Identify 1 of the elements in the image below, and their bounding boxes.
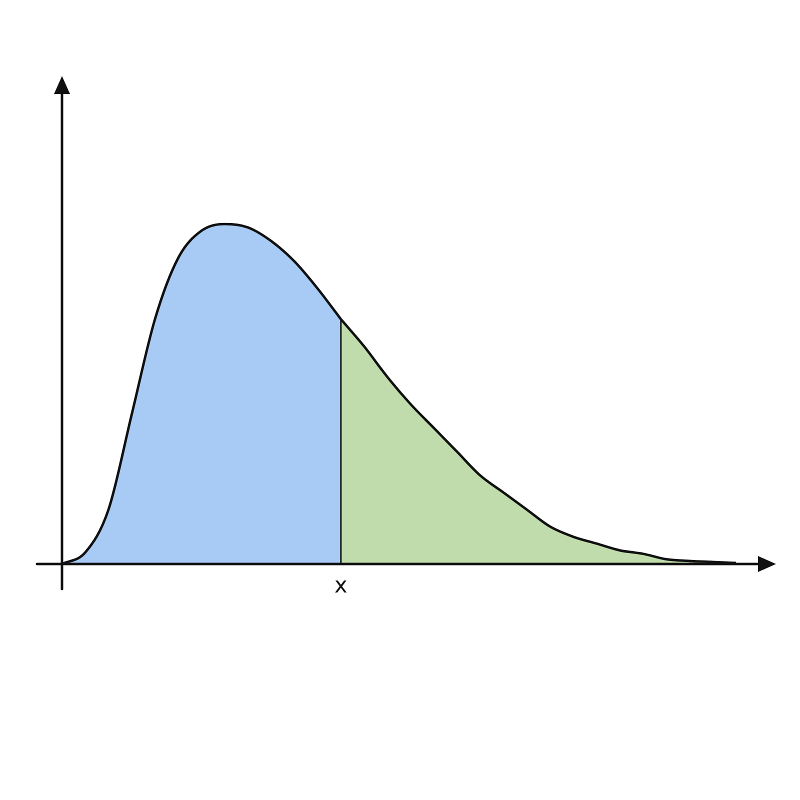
text: x [334,574,348,599]
